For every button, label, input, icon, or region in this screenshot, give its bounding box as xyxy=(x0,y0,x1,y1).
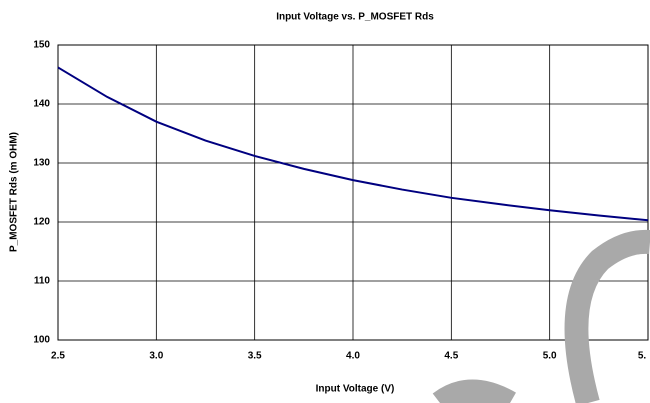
x-tick-label: 5. xyxy=(638,351,647,362)
watermark xyxy=(432,229,650,403)
y-tick-label: 150 xyxy=(33,40,50,51)
x-axis-label: Input Voltage (V) xyxy=(316,384,395,395)
watermark-arc xyxy=(564,229,650,403)
x-tick-label: 3.0 xyxy=(149,351,163,362)
line-series xyxy=(57,66,649,222)
y-tick-label: 140 xyxy=(33,99,50,110)
x-tick-label: 5.0 xyxy=(543,351,557,362)
x-tick-label: 4.5 xyxy=(444,351,458,362)
y-axis-label: P_MOSFET Rds (m OHM) xyxy=(9,132,20,252)
x-tick-label: 3.5 xyxy=(248,351,262,362)
y-tick-label: 110 xyxy=(34,276,51,287)
chart-title: Input Voltage vs. P_MOSFET Rds xyxy=(276,12,434,23)
plot-area: 100 110 120 130 140 150 2.5 3.0 3.5 4.0 4.5 5.0 5. xyxy=(33,40,649,362)
x-tick-label: 4.0 xyxy=(346,351,360,362)
y-tick-label: 130 xyxy=(33,158,50,169)
x-tick-label: 2.5 xyxy=(51,351,65,362)
watermark-arc xyxy=(432,379,516,403)
y-tick-label: 100 xyxy=(33,335,50,346)
plot-border xyxy=(57,44,649,341)
y-tick-label: 120 xyxy=(33,217,50,228)
